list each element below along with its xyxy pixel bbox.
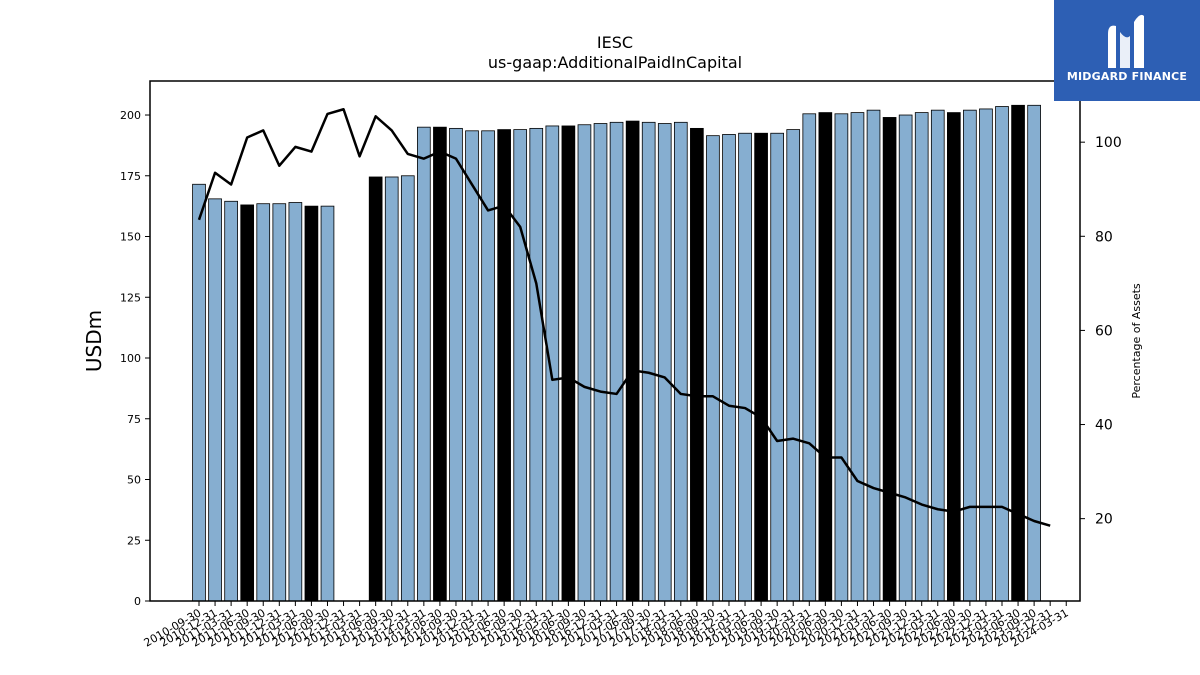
y-tick-label: 25 bbox=[127, 534, 141, 547]
bar bbox=[1027, 104, 1041, 602]
y-tick-label: 175 bbox=[120, 170, 141, 183]
plot-frame bbox=[149, 80, 1081, 602]
bar bbox=[288, 202, 303, 602]
y-tick-label: 100 bbox=[120, 352, 141, 365]
bar bbox=[513, 129, 528, 602]
bar bbox=[754, 132, 768, 602]
bar bbox=[914, 112, 929, 602]
y-tick-label: 50 bbox=[127, 474, 141, 487]
bar bbox=[400, 175, 415, 602]
bar bbox=[577, 124, 592, 602]
bar bbox=[561, 125, 576, 602]
line-layer bbox=[197, 107, 1051, 527]
bar bbox=[706, 135, 720, 602]
bar bbox=[433, 126, 447, 602]
y-tick-label: 200 bbox=[120, 109, 141, 122]
bar bbox=[802, 113, 817, 602]
y-tick-label: 0 bbox=[134, 595, 141, 608]
bar bbox=[770, 132, 784, 602]
y2-tick-label: 20 bbox=[1095, 512, 1113, 528]
bar bbox=[995, 106, 1009, 602]
y-axis-label: USDm bbox=[82, 310, 106, 372]
y-tick-label: 150 bbox=[120, 231, 141, 244]
bar bbox=[722, 134, 736, 602]
chart-subtitle: us-gaap:AdditionalPaidInCapital bbox=[488, 53, 742, 72]
y2-axis-label: Percentage of Assets bbox=[1130, 283, 1143, 399]
bar bbox=[657, 123, 672, 602]
bar bbox=[449, 127, 463, 602]
bar bbox=[930, 109, 945, 602]
bar bbox=[850, 112, 865, 602]
bar bbox=[625, 120, 640, 602]
bar bbox=[882, 117, 897, 602]
percentage-of-assets-line bbox=[197, 107, 1051, 527]
y-tick-label: 75 bbox=[127, 413, 141, 426]
bar bbox=[947, 112, 961, 602]
bar bbox=[963, 109, 977, 602]
bar bbox=[690, 127, 704, 602]
y2-tick-label: 40 bbox=[1095, 418, 1113, 434]
bar bbox=[224, 200, 238, 602]
bar bbox=[240, 204, 255, 602]
bar bbox=[320, 205, 335, 602]
bar bbox=[866, 109, 881, 602]
bar bbox=[417, 126, 431, 602]
bar bbox=[898, 114, 913, 602]
bar bbox=[641, 121, 656, 602]
bar bbox=[834, 113, 849, 602]
bar bbox=[979, 108, 993, 602]
bar bbox=[738, 132, 752, 602]
y-tick-label: 125 bbox=[120, 291, 141, 304]
chart-title: IESC bbox=[597, 33, 633, 52]
bar bbox=[368, 176, 383, 602]
bar bbox=[497, 129, 511, 602]
logo-text: MIDGARD FINANCE bbox=[1066, 70, 1188, 83]
bar bbox=[304, 205, 319, 602]
bars-layer bbox=[192, 104, 1041, 602]
bar bbox=[192, 183, 206, 602]
y2-tick-label: 60 bbox=[1095, 323, 1113, 339]
logo-mark-icon bbox=[1108, 14, 1144, 68]
bar bbox=[465, 130, 479, 602]
y2-tick-label: 80 bbox=[1095, 229, 1113, 245]
bar bbox=[256, 203, 271, 602]
bar bbox=[529, 127, 544, 602]
bar bbox=[609, 121, 624, 602]
bar bbox=[673, 121, 688, 602]
bar bbox=[545, 125, 560, 602]
bar bbox=[272, 203, 287, 602]
bar bbox=[818, 112, 833, 602]
bar bbox=[786, 129, 801, 602]
bar bbox=[593, 123, 608, 602]
bar bbox=[384, 176, 399, 602]
bar bbox=[208, 198, 222, 602]
y2-tick-label: 100 bbox=[1095, 135, 1122, 151]
brand-logo: MIDGARD FINANCE bbox=[1054, 0, 1200, 101]
bar bbox=[1011, 104, 1025, 602]
